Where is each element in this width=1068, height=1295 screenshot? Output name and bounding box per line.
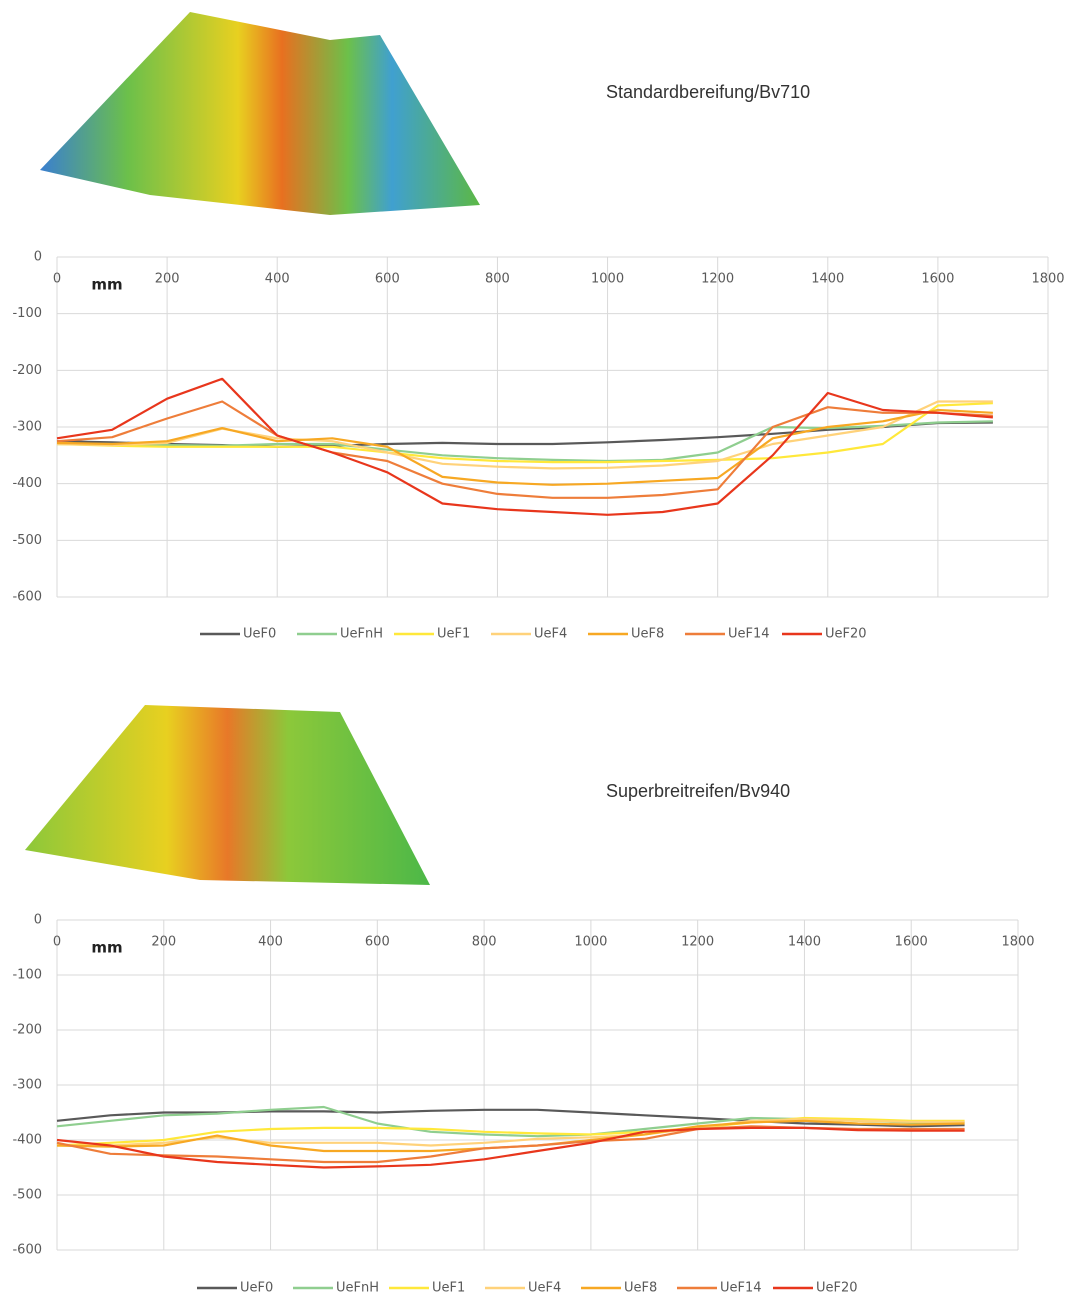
x-tick-label: 200 <box>151 935 176 950</box>
x-tick-label: 800 <box>472 935 497 950</box>
axis-unit: mm <box>91 939 122 957</box>
y-tick-label: -200 <box>12 1023 42 1038</box>
x-tick-label: 1800 <box>1001 935 1034 950</box>
x-tick-label: 1000 <box>574 935 607 950</box>
y-tick-label: 0 <box>34 250 42 265</box>
series-line <box>56 402 993 464</box>
chart-title: Standardbereifung/Bv710 <box>606 82 810 102</box>
x-tick-label: 400 <box>265 272 290 287</box>
legend-label: UeF8 <box>624 1281 657 1295</box>
x-tick-label: 1200 <box>681 935 714 950</box>
series-line <box>56 1108 965 1128</box>
y-tick-label: 0 <box>34 913 42 928</box>
legend-label: UeF8 <box>631 627 664 642</box>
series-line <box>56 377 993 516</box>
y-tick-label: -600 <box>12 590 42 605</box>
y-tick-label: -100 <box>12 306 42 321</box>
x-tick-label: 800 <box>485 272 510 287</box>
x-tick-label: 1600 <box>921 272 954 287</box>
x-tick-label: 200 <box>155 272 180 287</box>
legend-label: UeF0 <box>240 1281 273 1295</box>
series-line <box>56 400 993 499</box>
series-line <box>56 1126 965 1169</box>
x-tick-label: 0 <box>53 272 61 287</box>
x-tick-label: 600 <box>365 935 390 950</box>
surface-scan-image <box>40 12 480 215</box>
y-tick-label: -200 <box>12 363 42 378</box>
legend-label: UeF4 <box>534 627 567 642</box>
x-tick-label: 1000 <box>591 272 624 287</box>
legend-label: UeF1 <box>437 627 470 642</box>
y-tick-label: -500 <box>12 533 42 548</box>
legend-label: UeF14 <box>728 627 770 642</box>
legend-label: UeF20 <box>816 1281 858 1295</box>
legend-label: UeF20 <box>825 627 867 642</box>
legend-label: UeFnH <box>340 627 383 642</box>
y-tick-label: -100 <box>12 968 42 983</box>
x-tick-label: 1400 <box>811 272 844 287</box>
axis-unit: mm <box>91 276 122 294</box>
legend-label: UeF14 <box>720 1281 762 1295</box>
y-tick-label: -300 <box>12 420 42 435</box>
x-tick-label: 1200 <box>701 272 734 287</box>
x-tick-label: 0 <box>53 935 61 950</box>
y-tick-label: -600 <box>12 1243 42 1258</box>
x-tick-label: 1400 <box>788 935 821 950</box>
chart-title: Superbreitreifen/Bv940 <box>606 781 790 801</box>
series-line <box>57 420 993 463</box>
y-tick-label: -300 <box>12 1078 42 1093</box>
x-tick-label: 1800 <box>1031 272 1064 287</box>
legend-label: UeF0 <box>243 627 276 642</box>
y-tick-label: -400 <box>12 476 42 491</box>
legend-label: UeF4 <box>528 1281 561 1295</box>
x-tick-label: 1600 <box>895 935 928 950</box>
x-tick-label: 400 <box>258 935 283 950</box>
series-line <box>56 1116 965 1147</box>
y-tick-label: -400 <box>12 1133 42 1148</box>
series-line <box>56 408 993 486</box>
x-tick-label: 600 <box>375 272 400 287</box>
legend-label: UeF1 <box>432 1281 465 1295</box>
surface-scan-image <box>25 705 430 885</box>
legend-label: UeFnH <box>336 1281 379 1295</box>
y-tick-label: -500 <box>12 1188 42 1203</box>
